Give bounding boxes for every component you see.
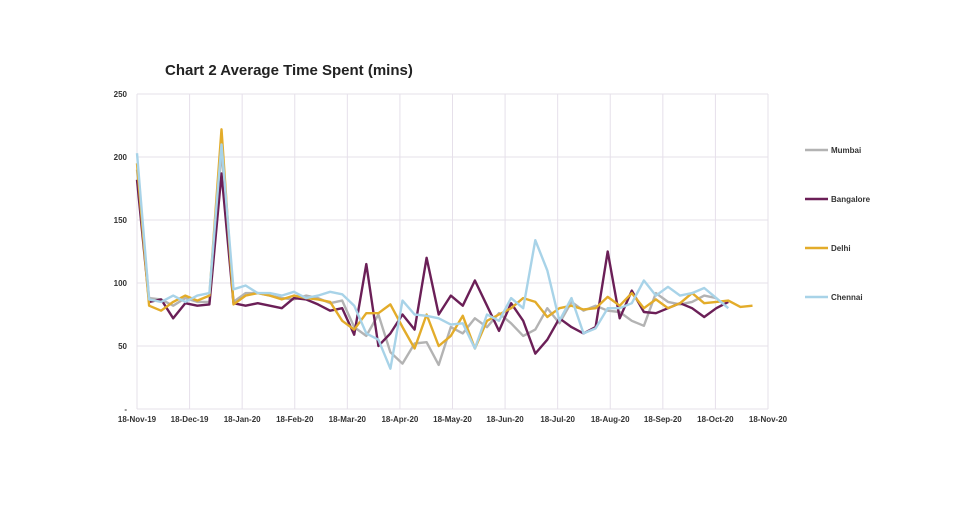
legend-label: Delhi (831, 244, 851, 253)
series-line-delhi (135, 128, 753, 350)
legend-item-delhi: Delhi (805, 244, 851, 253)
chart-title: Chart 2 Average Time Spent (mins) (165, 62, 413, 79)
x-tick-label: 18-Feb-20 (276, 415, 314, 424)
y-tick-label: 250 (114, 90, 128, 99)
x-tick-label: 18-Nov-20 (749, 415, 788, 424)
y-tick-label: - (124, 405, 127, 414)
series-line-chennai (135, 143, 730, 370)
legend-item-chennai: Chennai (805, 293, 863, 302)
x-tick-label: 18-Dec-19 (171, 415, 209, 424)
x-tick-label: 18-Apr-20 (381, 415, 418, 424)
legend-item-bangalore: Bangalore (805, 195, 871, 204)
x-tick-label: 18-Aug-20 (591, 415, 630, 424)
legend-label: Bangalore (831, 195, 871, 204)
x-tick-label: 18-Jan-20 (224, 415, 261, 424)
grid (136, 93, 769, 410)
legend-label: Mumbai (831, 146, 861, 155)
legend: Mumbai Bangalore Delhi Chennai (805, 146, 871, 302)
series-lines (135, 128, 753, 370)
y-tick-label: 200 (114, 153, 128, 162)
x-tick-label: 18-Oct-20 (697, 415, 734, 424)
legend-item-mumbai: Mumbai (805, 146, 861, 155)
x-tick-label: 18-Sep-20 (644, 415, 682, 424)
y-tick-label: 100 (114, 279, 128, 288)
legend-label: Chennai (831, 293, 863, 302)
x-tick-label: 18-Nov-19 (118, 415, 157, 424)
y-tick-label: 150 (114, 216, 128, 225)
y-tick-label: 50 (118, 342, 127, 351)
axes: - 50 100 150 200 250 18-Nov-19 18-Dec-19 18-Jan-… (114, 90, 788, 424)
x-tick-label: 18-Jun-20 (486, 415, 524, 424)
x-tick-label: 18-Mar-20 (329, 415, 367, 424)
x-tick-label: 18-May-20 (433, 415, 472, 424)
x-tick-label: 18-Jul-20 (540, 415, 575, 424)
